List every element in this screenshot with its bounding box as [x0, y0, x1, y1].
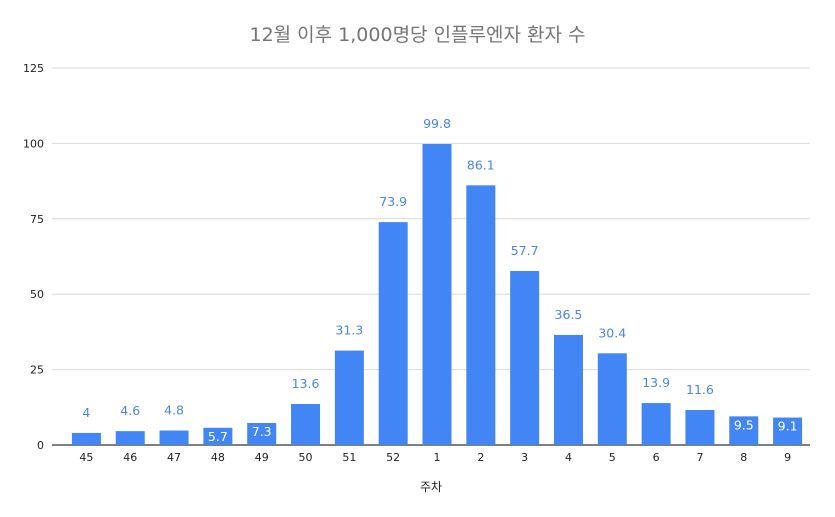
x-tick-label: 3	[521, 451, 528, 464]
y-tick-label: 125	[23, 62, 44, 75]
data-labels: 4 4.6 4.8 5.7 7.3 13.6 31.3 73.9 99.8 86.1 57.7 36.…	[82, 116, 797, 444]
x-tick-label: 9	[784, 451, 791, 464]
data-label: 73.9	[379, 194, 407, 209]
bar	[334, 350, 364, 445]
x-tick-label: 46	[123, 451, 137, 464]
bar	[510, 270, 540, 445]
bar	[115, 431, 145, 445]
bar	[291, 403, 321, 445]
x-axis-title: 주차	[420, 480, 442, 494]
data-label: 30.4	[598, 325, 626, 340]
bar	[378, 222, 408, 445]
bar	[203, 427, 233, 445]
data-label: 4	[82, 405, 90, 420]
bar	[553, 334, 583, 445]
data-label: 86.1	[467, 157, 495, 172]
x-tick-label: 50	[299, 451, 313, 464]
bar	[159, 430, 189, 445]
bar	[466, 185, 496, 446]
y-tick-label: 0	[37, 439, 44, 452]
x-tick-label: 4	[565, 451, 572, 464]
data-label: 13.9	[642, 375, 670, 390]
data-label: 31.3	[335, 323, 363, 338]
data-label: 99.8	[423, 116, 451, 131]
bar	[685, 410, 715, 445]
data-label: 4.8	[164, 403, 184, 418]
bar	[641, 403, 671, 445]
data-label: 36.5	[555, 307, 583, 322]
x-tick-label: 5	[609, 451, 616, 464]
x-axis-ticks: 45 46 47 48 49 50 51 52 1 2 3 4 5 6 7 8 9	[79, 451, 791, 464]
x-tick-label: 52	[386, 451, 400, 464]
data-label: 4.6	[120, 403, 140, 418]
data-label: 13.6	[292, 376, 320, 391]
bar	[247, 422, 277, 445]
x-tick-label: 51	[342, 451, 356, 464]
x-tick-label: 45	[79, 451, 93, 464]
data-label: 9.5	[734, 417, 754, 432]
data-label: 9.1	[778, 419, 798, 434]
data-label: 7.3	[252, 424, 272, 439]
chart-title: 12월 이후 1,000명당 인플루엔자 환자 수	[249, 24, 586, 46]
data-label: 5.7	[208, 429, 228, 444]
x-tick-label: 8	[740, 451, 747, 464]
x-tick-label: 48	[211, 451, 225, 464]
bar	[729, 416, 759, 445]
x-tick-label: 1	[434, 451, 441, 464]
x-tick-label: 49	[255, 451, 269, 464]
bar	[71, 432, 101, 445]
data-label: 11.6	[686, 382, 714, 397]
y-tick-label: 100	[23, 137, 44, 150]
x-tick-label: 2	[477, 451, 484, 464]
x-tick-label: 47	[167, 451, 181, 464]
bars	[71, 144, 803, 446]
bar	[773, 417, 803, 445]
x-tick-label: 7	[696, 451, 703, 464]
x-tick-label: 6	[653, 451, 660, 464]
y-tick-label: 25	[30, 364, 44, 377]
y-axis-ticks: 0 25 50 75 100 125	[23, 62, 44, 452]
data-label: 57.7	[511, 243, 539, 258]
bar	[422, 144, 452, 445]
y-tick-label: 50	[30, 288, 44, 301]
y-tick-label: 75	[30, 213, 44, 226]
bar	[597, 353, 627, 445]
